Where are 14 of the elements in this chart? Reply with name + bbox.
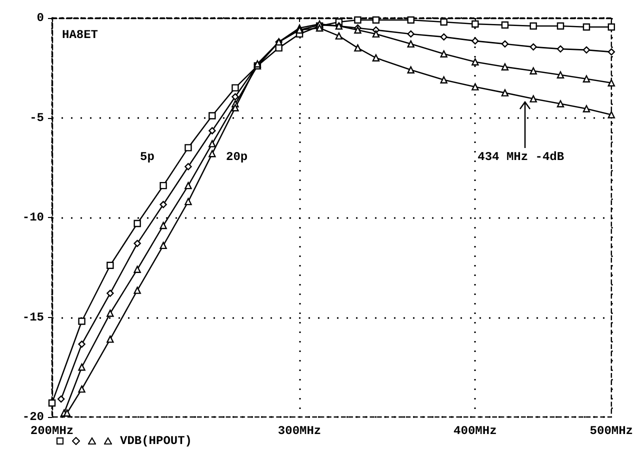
legend-title: VDB(HPOUT) [120, 434, 192, 448]
y-tick-label: -5 [30, 110, 44, 125]
y-tick-label: -15 [22, 310, 44, 324]
y-tick-label: -10 [22, 210, 44, 224]
annotation: 20p [226, 150, 248, 164]
annotation: 434 MHz -4dB [478, 150, 564, 164]
x-tick-label: 200MHz [30, 424, 74, 438]
x-tick-label: 300MHz [278, 424, 322, 438]
annotation: 5p [140, 150, 154, 164]
annotation: HA8ET [62, 28, 98, 42]
x-tick-label: 400MHz [454, 424, 497, 438]
x-tick-label: 500MHz [590, 424, 634, 438]
y-tick-label: 0 [36, 11, 44, 25]
y-tick-label: -20 [22, 410, 44, 424]
